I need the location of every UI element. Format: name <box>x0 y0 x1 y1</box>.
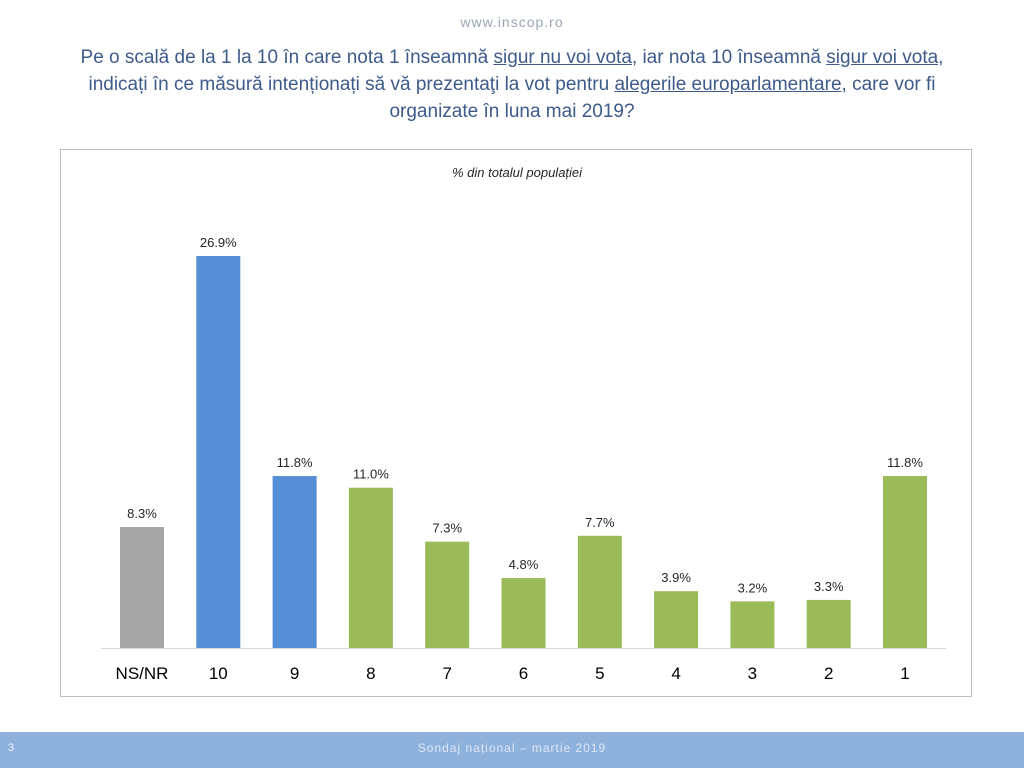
data-label: 3.9% <box>661 570 691 585</box>
bar-nsnr <box>120 527 164 648</box>
bar-chart: % din totalul populației 8.3% NS/NR 26.9% 10… <box>101 165 946 683</box>
footer-text: Sondaj național – martie 2019 <box>417 741 607 755</box>
chart-title: % din totalul populației <box>452 165 583 180</box>
footer-bar: 3 Sondaj național – martie 2019 <box>0 732 1024 768</box>
bar-9 <box>272 476 317 648</box>
data-label: 7.7% <box>585 515 615 530</box>
x-tick-label: 3 <box>748 664 757 683</box>
bar-6 <box>501 578 546 648</box>
bar-10 <box>196 256 241 648</box>
question-text-2: , iar nota 10 înseamnă <box>631 47 827 68</box>
data-label: 11.8% <box>887 455 923 470</box>
x-tick-label: 6 <box>519 664 528 683</box>
bar-7 <box>425 541 470 648</box>
data-label: 4.8% <box>509 557 539 572</box>
bar-5 <box>577 535 622 648</box>
data-label: 26.9% <box>200 235 237 250</box>
question-text-1: Pe o scală de la 1 la 10 în care nota 1 … <box>80 47 494 68</box>
x-tick-label: 8 <box>366 664 375 683</box>
question-underlined-2: sigur voi vota, <box>826 47 944 68</box>
data-label: 3.3% <box>814 579 844 594</box>
chart-frame: % din totalul populației 8.3% NS/NR 26.9% 10… <box>60 149 972 697</box>
x-tick-label: 2 <box>824 664 833 683</box>
bar-1 <box>883 476 927 648</box>
x-tick-label: 1 <box>900 664 909 683</box>
bar-2 <box>806 599 851 648</box>
page-number: 3 <box>8 742 15 754</box>
survey-question: Pe o scală de la 1 la 10 în care nota 1 … <box>60 44 964 125</box>
bar-3 <box>730 601 775 648</box>
question-text-3: indicați în ce măsură intenționați să vă… <box>88 74 615 95</box>
x-tick-label: 9 <box>290 664 299 683</box>
bar-4 <box>654 591 699 648</box>
question-text-4: care vor fi organizate în luna mai 2019? <box>389 74 936 122</box>
question-underlined-3: alegerile europarlamentare, <box>614 74 847 95</box>
data-label: 8.3% <box>127 506 157 521</box>
bar-8 <box>348 487 393 648</box>
data-label: 11.0% <box>353 467 389 482</box>
question-underlined-1: sigur nu voi vota <box>493 47 632 68</box>
site-url: www.inscop.ro <box>460 14 564 30</box>
data-label: 3.2% <box>738 580 768 595</box>
x-tick-label: 10 <box>209 664 228 683</box>
data-label: 7.3% <box>432 521 462 536</box>
x-tick-label: NS/NR <box>116 664 169 683</box>
x-tick-label: 5 <box>595 664 604 683</box>
data-label: 11.8% <box>277 455 313 470</box>
x-tick-label: 7 <box>442 664 451 683</box>
x-tick-label: 4 <box>671 664 680 683</box>
